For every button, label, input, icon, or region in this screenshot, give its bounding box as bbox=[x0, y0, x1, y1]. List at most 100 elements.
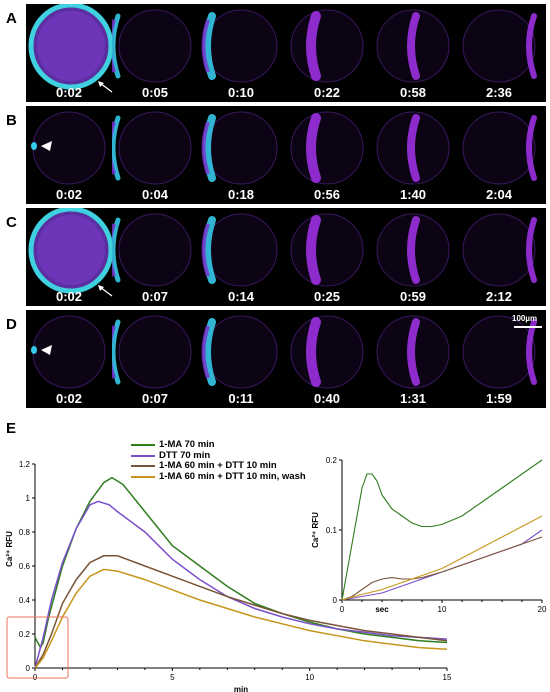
timestamp-label: 0:10 bbox=[227, 85, 255, 100]
micrograph-frame: 0:58 bbox=[370, 4, 456, 102]
micrograph-frame: 0:18 bbox=[198, 106, 284, 204]
series-line bbox=[34, 476, 448, 650]
timestamp-label: 0:02 bbox=[55, 85, 83, 100]
oocyte-image bbox=[290, 315, 364, 389]
oocyte-image bbox=[376, 213, 450, 287]
oocyte-image bbox=[112, 213, 192, 287]
panel-label-d: D bbox=[6, 316, 17, 333]
calcium-wave bbox=[407, 318, 420, 386]
x-tick-label: 5 bbox=[170, 673, 175, 682]
timestamp-label: 0:02 bbox=[55, 391, 83, 406]
timestamp-label: 0:59 bbox=[399, 289, 427, 304]
micrograph-frame: 2:04 bbox=[456, 106, 542, 204]
series-line bbox=[34, 500, 448, 669]
legend-swatch bbox=[131, 454, 155, 457]
micrograph-frame: 0:02 bbox=[26, 106, 112, 204]
micrograph-frame: 0:02 bbox=[26, 208, 112, 306]
x-tick-label: 15 bbox=[443, 673, 452, 682]
inset-y-tick-label: 0.1 bbox=[326, 526, 338, 535]
timestamp-label: 0:22 bbox=[313, 85, 341, 100]
legend-entry: DTT 70 min bbox=[159, 449, 211, 461]
timestamp-label: 1:59 bbox=[485, 391, 513, 406]
timestamp-label: 0:40 bbox=[313, 391, 341, 406]
y-tick-label: 0.4 bbox=[19, 596, 31, 605]
calcium-spot bbox=[31, 142, 37, 150]
micrograph-frame: 0:10 bbox=[198, 4, 284, 102]
timestamp-label: 2:04 bbox=[485, 187, 513, 202]
calcium-wave bbox=[526, 13, 537, 79]
micrograph-frame: 0:04 bbox=[112, 106, 198, 204]
oocyte-image bbox=[290, 213, 364, 287]
oocyte-outline bbox=[290, 315, 364, 389]
calcium-wave bbox=[306, 113, 321, 183]
oocyte-outline bbox=[118, 315, 192, 389]
scale-bar-label: 100µm bbox=[512, 314, 538, 323]
micrograph-frame: 1:31 bbox=[370, 310, 456, 408]
oocyte-outline bbox=[118, 111, 192, 185]
oocyte-outline bbox=[290, 9, 364, 83]
micrograph-frame: 0:40 bbox=[284, 310, 370, 408]
panel-label-c: C bbox=[6, 214, 17, 231]
oocyte-outline bbox=[204, 213, 278, 287]
micrograph-strip-c: 0:02 0:07 0:14 0:25 0:59 2:12 bbox=[26, 208, 546, 306]
panel-label-b: B bbox=[6, 112, 17, 129]
oocyte-outline bbox=[118, 213, 192, 287]
panel-label-e: E bbox=[6, 420, 17, 437]
oocyte-image bbox=[290, 111, 364, 185]
inset-y-axis-label: Ca²⁺ RFU bbox=[311, 512, 320, 548]
timestamp-label: 0:14 bbox=[227, 289, 255, 304]
timestamp-label: 0:25 bbox=[313, 289, 341, 304]
calcium-wave bbox=[112, 115, 121, 181]
oocyte-outline bbox=[290, 213, 364, 287]
scale-bar bbox=[514, 326, 542, 328]
oocyte-outline bbox=[462, 213, 536, 287]
main-line-chart: 0 0.2 0.4 0.6 0.8 1 1.2 0 5 10 15 min Ca²⁺ RFU 0 0.1 0.… bbox=[5, 456, 547, 692]
calcium-wave bbox=[112, 13, 121, 79]
calcium-wave bbox=[526, 115, 537, 181]
oocyte-image bbox=[201, 315, 278, 389]
calcium-wave bbox=[203, 12, 216, 80]
oocyte-image bbox=[31, 315, 106, 389]
micrograph-strip-b: 0:02 0:04 0:18 0:56 1:40 2:04 bbox=[26, 106, 546, 204]
x-axis-label: min bbox=[234, 685, 248, 692]
timestamp-label: 0:02 bbox=[55, 289, 83, 304]
timestamp-label: 0:18 bbox=[227, 187, 255, 202]
y-tick-label: 0.8 bbox=[19, 528, 31, 537]
timestamp-label: 0:07 bbox=[141, 289, 169, 304]
timestamp-label: 2:36 bbox=[485, 85, 513, 100]
panel-label-a: A bbox=[6, 10, 17, 27]
oocyte-image bbox=[28, 4, 112, 90]
oocyte-image bbox=[28, 208, 112, 294]
micrograph-frame: 2:12 bbox=[456, 208, 542, 306]
inset-y-tick-label: 0.2 bbox=[326, 456, 338, 465]
micrograph-frame: 0:14 bbox=[198, 208, 284, 306]
oocyte-image bbox=[462, 111, 537, 185]
calcium-wave bbox=[526, 217, 537, 283]
series-line bbox=[34, 555, 448, 669]
oocyte-image bbox=[112, 315, 192, 389]
y-tick-label: 0 bbox=[26, 664, 31, 673]
oocyte-outline bbox=[462, 9, 536, 83]
micrograph-frame: 0:02 bbox=[26, 310, 112, 408]
micrograph-frame: 0:07 bbox=[112, 310, 198, 408]
inset-x-tick-label: 10 bbox=[438, 605, 447, 614]
y-tick-label: 1 bbox=[26, 494, 31, 503]
legend-entry: 1-MA 70 min bbox=[159, 439, 215, 450]
inset-x-tick-label: 0 bbox=[340, 605, 345, 614]
calcium-spot bbox=[31, 346, 37, 354]
y-tick-label: 0.2 bbox=[19, 630, 31, 639]
micrograph-frame: 0:25 bbox=[284, 208, 370, 306]
legend-entry: 1-MA 60 min + DTT 10 min bbox=[159, 460, 277, 471]
micrograph-strip-a: 0:02 0:05 0:10 0:22 0:58 2:36 bbox=[26, 4, 546, 102]
arrowhead-icon bbox=[41, 345, 52, 355]
oocyte-outline bbox=[204, 315, 278, 389]
inset-series-line bbox=[341, 529, 543, 601]
calcium-wave bbox=[407, 12, 420, 80]
timestamp-label: 0:56 bbox=[313, 187, 341, 202]
micrograph-frame: 1:59 bbox=[456, 310, 542, 408]
calcium-wave bbox=[407, 216, 420, 284]
oocyte-outline bbox=[204, 111, 278, 185]
micrograph-frame: 0:05 bbox=[112, 4, 198, 102]
oocyte-image bbox=[201, 111, 278, 185]
inset-series-line bbox=[341, 515, 543, 601]
